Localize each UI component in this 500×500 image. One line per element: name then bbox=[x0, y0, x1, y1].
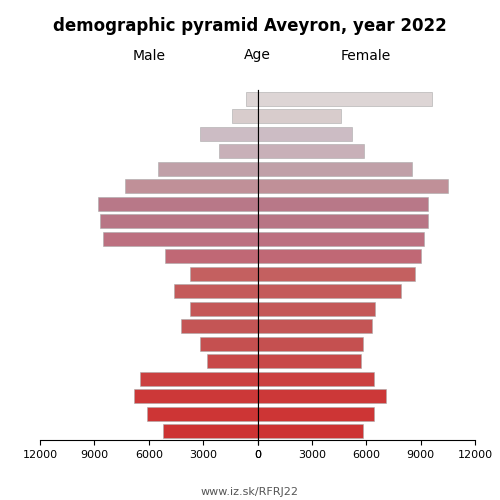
Bar bbox=[258, 196, 428, 211]
Bar bbox=[100, 214, 258, 228]
Bar bbox=[220, 144, 258, 158]
Text: www.iz.sk/RFRJ22: www.iz.sk/RFRJ22 bbox=[201, 487, 299, 497]
Bar bbox=[258, 109, 341, 124]
Text: demographic pyramid Aveyron, year 2022: demographic pyramid Aveyron, year 2022 bbox=[53, 17, 447, 35]
Bar bbox=[258, 144, 364, 158]
Bar bbox=[246, 92, 258, 106]
Text: Male: Male bbox=[132, 48, 165, 62]
Bar bbox=[258, 162, 412, 176]
Bar bbox=[165, 249, 258, 264]
Bar bbox=[232, 109, 258, 124]
Bar bbox=[134, 389, 258, 404]
Bar bbox=[158, 162, 258, 176]
Bar bbox=[200, 126, 258, 141]
Bar bbox=[174, 284, 258, 298]
Bar bbox=[258, 179, 448, 194]
Bar bbox=[163, 424, 258, 438]
Bar bbox=[207, 354, 258, 368]
Bar bbox=[258, 284, 400, 298]
Bar bbox=[125, 179, 258, 194]
Text: Age: Age bbox=[244, 48, 271, 62]
Bar bbox=[258, 232, 424, 246]
Bar bbox=[182, 319, 258, 334]
Bar bbox=[258, 249, 420, 264]
Bar bbox=[258, 389, 386, 404]
Bar bbox=[258, 406, 374, 421]
Bar bbox=[190, 266, 258, 281]
Bar bbox=[258, 214, 428, 228]
Bar bbox=[98, 196, 258, 211]
Bar bbox=[258, 336, 362, 351]
Text: Female: Female bbox=[341, 48, 392, 62]
Bar bbox=[190, 302, 258, 316]
Bar bbox=[258, 126, 352, 141]
Bar bbox=[258, 424, 362, 438]
Bar bbox=[258, 92, 432, 106]
Bar bbox=[258, 319, 372, 334]
Bar bbox=[258, 354, 361, 368]
Bar bbox=[258, 372, 374, 386]
Bar bbox=[104, 232, 258, 246]
Bar bbox=[258, 302, 376, 316]
Bar bbox=[258, 266, 415, 281]
Bar bbox=[200, 336, 258, 351]
Bar bbox=[140, 372, 258, 386]
Bar bbox=[147, 406, 258, 421]
